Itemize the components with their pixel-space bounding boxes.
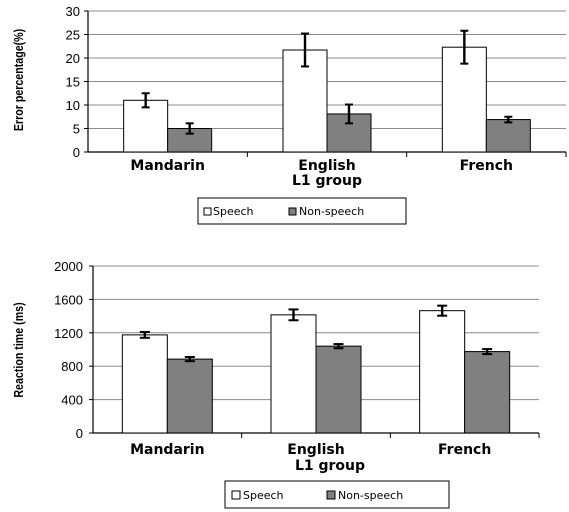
y-tick-label: 0 [73,145,80,160]
error-percentage-chart: 0 5 10 15 20 25 30 Mandarin English French L1 gr… [11,4,567,225]
y-tick-label: 15 [66,75,80,90]
bar-non-speech [464,351,511,434]
x-axis-label: L1 group [295,458,365,474]
category-label: Mandarin [130,442,204,458]
legend-box [224,480,450,509]
y-tick-label: 20 [66,51,80,66]
legend-swatch-speech [203,207,212,216]
y-axis-label: Reaction time (ms) [11,302,26,397]
y-tick-label: 400 [61,393,83,408]
category-label: English [298,158,355,174]
y-tick-label: 0 [76,426,83,441]
y-tick-label: 30 [66,4,80,19]
bar-non-speech [326,113,372,153]
bar-speech [270,314,317,434]
bar-non-speech [166,358,213,434]
y-tick-label: 25 [66,28,80,43]
legend-box [197,197,407,225]
y-tick-label: 10 [66,98,80,113]
y-tick-label: 800 [61,359,83,374]
y-tick-label: 1200 [54,326,83,341]
legend-swatch-non-speech [288,207,297,216]
reaction-time-chart: 0 400 800 1200 1600 2000 Mandarin English Frenc… [11,259,540,509]
bar-non-speech [485,119,531,153]
bar-speech [419,310,466,434]
category-label: Mandarin [130,158,204,174]
category-label: French [438,442,491,458]
y-tick-label: 2000 [54,259,83,274]
category-label: English [287,442,344,458]
legend-label-non-speech: Non-speech [299,205,364,218]
category-label: French [460,158,513,174]
bar-speech [121,334,168,434]
legend-label-speech: Speech [213,205,254,218]
y-axis-label: Error percentage(%) [11,29,26,131]
bar-non-speech [315,345,362,434]
y-tick-label: 1600 [54,292,83,307]
legend-label-speech: Speech [243,489,284,502]
legend-swatch-speech [231,490,241,500]
legend: Speech Non-speech [197,197,407,225]
legend-label-non-speech: Non-speech [338,489,403,502]
legend-swatch-non-speech [326,490,336,500]
legend: Speech Non-speech [224,480,450,509]
y-tick-label: 5 [73,122,80,137]
x-axis-label: L1 group [292,173,362,189]
